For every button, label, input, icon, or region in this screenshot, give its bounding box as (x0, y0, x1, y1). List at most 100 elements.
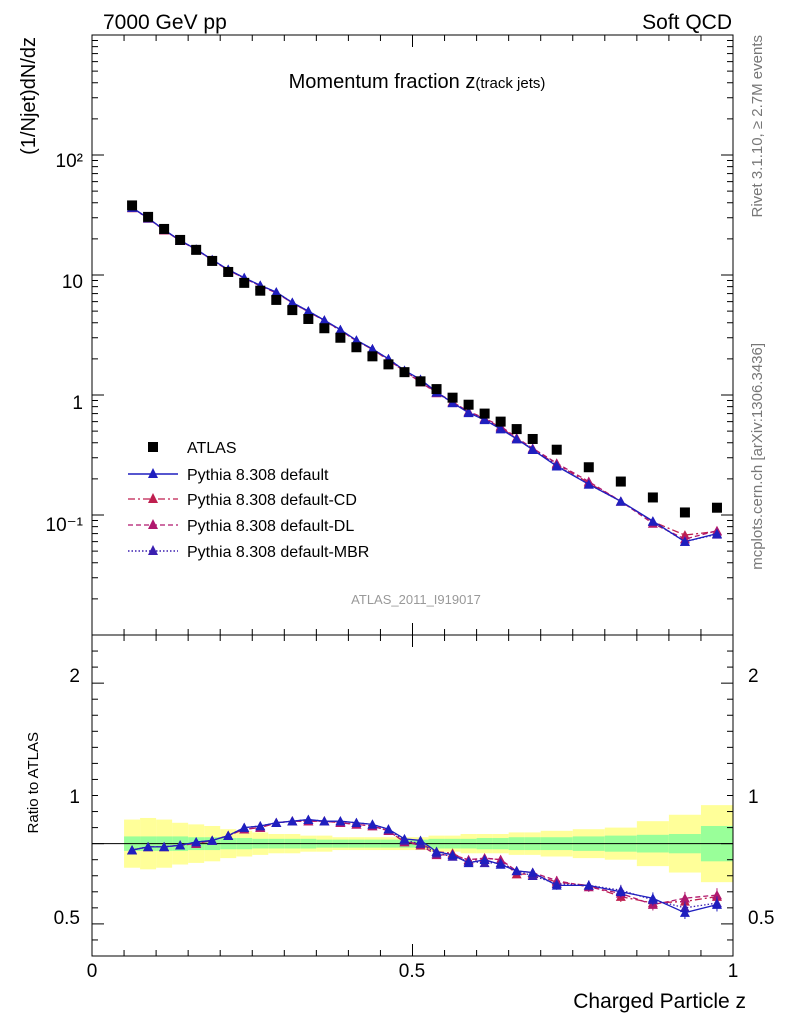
point-atlas (479, 408, 490, 419)
ratio-point-pythia-8-308-default (191, 837, 202, 847)
ratio-point-pythia-8-308-default (711, 899, 722, 909)
point-pythia-8-308-default (615, 496, 626, 506)
ratio-point-pythia-8-308-default (463, 857, 474, 868)
main-series-layer (127, 200, 722, 546)
header-category: Soft QCD (642, 11, 732, 34)
title-var: z (465, 71, 475, 93)
ratio-point-pythia-8-308-default (479, 854, 490, 864)
ratio-tick-label-0.5: 0.5 (54, 908, 80, 929)
y-tick-label-10: 10 (62, 272, 83, 293)
ratio-tick-label-1: 1 (69, 787, 80, 808)
legend-label-default: Pythia 8.308 default (187, 467, 329, 484)
ratio-line-pythia-8-308-default-cd (131, 820, 718, 904)
ratio-point-pythia-8-308-default (319, 816, 330, 826)
point-pythia-8-308-default (527, 444, 538, 454)
point-atlas (303, 313, 314, 324)
point-atlas (335, 332, 346, 343)
x-axis-label: Charged Particle z (573, 990, 746, 1013)
ratio-point-pythia-8-308-default (255, 820, 266, 831)
point-atlas (191, 244, 202, 255)
point-atlas (647, 492, 658, 503)
point-pythia-8-308-default (479, 414, 490, 425)
ratio-point-pythia-8-308-default (207, 835, 218, 845)
ratio-point-pythia-8-308-default (415, 835, 426, 845)
ratio-point-pythia-8-308-default (431, 846, 442, 856)
ratio-panel-frame (91, 634, 734, 957)
ratio-point-pythia-8-308-default (143, 841, 154, 852)
legend-marker-default (148, 468, 158, 478)
point-pythia-8-308-default (711, 528, 722, 538)
ratio-point-pythia-8-308-default (647, 893, 658, 903)
point-atlas (711, 502, 722, 513)
point-atlas (239, 277, 250, 288)
point-pythia-8-308-default (271, 287, 282, 297)
point-pythia-8-308-default (287, 297, 298, 307)
ratio-point-pythia-8-308-default (495, 859, 506, 869)
x-tick-label-0.5: 0.5 (399, 961, 425, 982)
legend: ATLAS Pythia 8.308 default Pythia 8.308 … (128, 440, 369, 561)
point-pythia-8-308-default (583, 479, 594, 489)
legend-label-mbr: Pythia 8.308 default-MBR (187, 544, 369, 561)
point-pythia-8-308-default (511, 433, 522, 444)
title-main: Momentum fraction (289, 71, 466, 93)
point-atlas (431, 384, 442, 395)
ratio-point-pythia-8-308-default (511, 865, 522, 876)
ratio-point-pythia-8-308-default (351, 817, 362, 828)
point-atlas (255, 285, 266, 296)
x-tick-label-0: 0 (87, 961, 98, 982)
ratio-point-pythia-8-308-default (287, 816, 298, 826)
point-atlas (159, 223, 170, 234)
ratio-point-pythia-8-308-default (583, 880, 594, 890)
point-pythia-8-308-default (495, 424, 506, 434)
point-atlas (367, 351, 378, 362)
ratio-point-pythia-8-308-default (551, 880, 562, 890)
ratio-point-pythia-8-308-default (239, 822, 250, 832)
title-sub: (track jets) (475, 75, 545, 92)
ratio-point-pythia-8-308-default (175, 840, 186, 850)
point-atlas (351, 342, 362, 353)
mcplots-label: mcplots.cern.ch [arXiv:1306.3436] (749, 343, 766, 570)
point-atlas (583, 462, 594, 473)
point-atlas (415, 376, 426, 387)
ratio-point-pythia-8-308-default (303, 814, 314, 824)
point-atlas (615, 476, 626, 487)
ratio-point-pythia-8-308-default-dl (679, 893, 690, 903)
series-line-pythia-8-308-default-cd (131, 207, 718, 536)
point-atlas (495, 416, 506, 427)
point-atlas (679, 507, 690, 518)
ratio-point-pythia-8-308-default (447, 849, 458, 860)
ratio-point-pythia-8-308-default (399, 833, 410, 844)
ratio-point-pythia-8-308-default (335, 816, 346, 826)
legend-marker-atlas (148, 442, 158, 452)
y-axis-label: (1/Njet)dN/dz (18, 37, 40, 155)
point-atlas (143, 211, 154, 222)
point-atlas (223, 266, 234, 277)
rivet-label: Rivet 3.1.10, ≥ 2.7M events (749, 35, 766, 218)
ratio-point-pythia-8-308-default (383, 824, 394, 834)
ratio-series-layer (127, 814, 722, 920)
point-pythia-8-308-default (335, 324, 346, 334)
ratio-axis-label: Ratio to ATLAS (25, 732, 42, 833)
point-pythia-8-308-default (303, 306, 314, 316)
analysis-tag: ATLAS_2011_I919017 (351, 592, 481, 607)
point-atlas (527, 433, 538, 444)
header-energy: 7000 GeV pp (103, 11, 227, 34)
point-pythia-8-308-default (367, 343, 378, 354)
legend-marker-cd (148, 493, 158, 503)
ratio-point-pythia-8-308-default-dl (711, 890, 722, 900)
series-line-pythia-8-308-default-dl (131, 207, 718, 540)
legend-marker-dl (148, 519, 158, 529)
ratio-tick-label-0.5-right: 0.5 (748, 908, 774, 929)
point-atlas (511, 424, 522, 435)
ratio-point-pythia-8-308-default (223, 830, 234, 840)
point-pythia-8-308-default (679, 536, 690, 546)
y-tick-label-1e2: 10² (56, 151, 83, 172)
y-tick-label-1: 1 (72, 393, 83, 414)
point-pythia-8-308-default (463, 407, 474, 418)
point-atlas (287, 305, 298, 316)
point-atlas (271, 294, 282, 305)
ratio-point-pythia-8-308-default (127, 845, 138, 855)
point-atlas (551, 444, 562, 455)
point-atlas (447, 392, 458, 403)
